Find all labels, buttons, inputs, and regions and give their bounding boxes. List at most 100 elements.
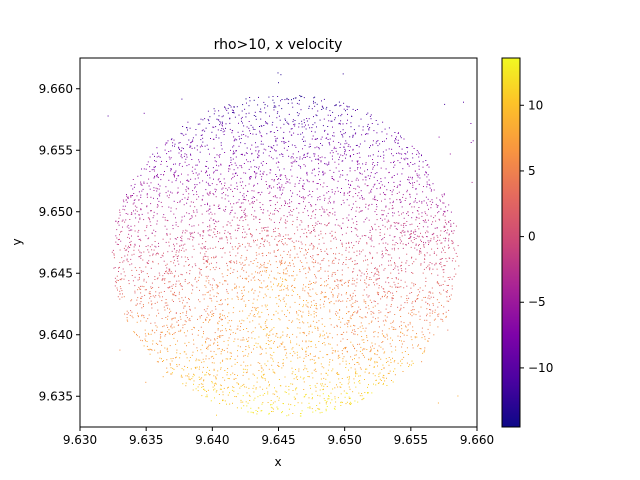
data-point xyxy=(268,242,270,244)
data-point xyxy=(401,148,403,150)
data-point xyxy=(315,410,317,412)
data-point xyxy=(430,238,432,240)
data-point xyxy=(406,330,408,332)
data-point xyxy=(131,275,133,276)
data-point xyxy=(163,306,165,308)
data-point xyxy=(205,310,207,312)
data-point xyxy=(250,166,252,168)
data-point xyxy=(186,302,188,304)
data-point xyxy=(171,327,173,329)
data-point xyxy=(246,341,248,342)
data-point xyxy=(319,199,321,201)
data-point xyxy=(199,123,201,125)
data-point xyxy=(389,343,391,345)
data-point xyxy=(423,245,425,247)
data-point xyxy=(227,292,229,294)
data-point xyxy=(415,301,416,303)
data-point xyxy=(312,397,313,399)
data-point xyxy=(207,261,209,263)
data-point xyxy=(448,204,450,206)
data-point xyxy=(382,341,384,342)
data-point xyxy=(315,307,317,309)
data-point xyxy=(214,339,216,341)
data-point xyxy=(290,249,292,251)
data-point xyxy=(248,347,250,349)
data-point xyxy=(308,397,310,399)
data-point xyxy=(253,348,254,350)
data-point xyxy=(193,326,195,328)
data-point xyxy=(406,147,408,148)
data-point xyxy=(292,371,294,373)
data-point xyxy=(220,142,222,144)
data-point xyxy=(325,408,327,410)
data-point xyxy=(115,241,117,243)
data-point xyxy=(416,336,418,338)
data-point xyxy=(335,167,337,169)
data-point xyxy=(187,257,189,259)
data-point xyxy=(258,272,260,274)
data-point xyxy=(180,273,182,275)
data-point xyxy=(281,192,283,194)
data-point xyxy=(245,152,247,154)
data-point xyxy=(315,222,317,224)
data-point xyxy=(145,235,147,237)
data-point xyxy=(396,222,398,224)
data-point xyxy=(251,310,253,312)
data-point xyxy=(123,260,125,262)
data-point xyxy=(193,225,195,227)
data-point xyxy=(139,267,141,269)
data-point xyxy=(277,312,279,314)
data-point xyxy=(275,174,277,175)
data-point xyxy=(129,264,131,266)
data-point xyxy=(401,173,403,175)
data-point xyxy=(392,239,394,241)
data-point xyxy=(260,108,262,110)
data-point xyxy=(347,219,349,221)
data-point xyxy=(261,371,263,373)
data-point xyxy=(262,161,264,162)
data-point xyxy=(417,176,419,178)
data-point xyxy=(132,179,134,180)
data-point xyxy=(312,377,314,379)
data-point xyxy=(308,118,310,120)
data-point xyxy=(251,273,253,275)
data-point xyxy=(324,291,326,293)
data-point xyxy=(172,142,174,144)
data-point xyxy=(218,165,220,167)
data-point xyxy=(414,170,416,172)
data-point xyxy=(319,222,321,224)
data-point xyxy=(114,277,116,279)
data-point xyxy=(190,368,192,370)
data-point xyxy=(434,215,436,217)
data-point xyxy=(269,334,271,336)
data-point xyxy=(322,259,324,261)
data-point xyxy=(122,268,124,270)
data-point xyxy=(443,226,445,228)
data-point xyxy=(117,244,119,245)
data-point xyxy=(209,344,211,346)
data-point xyxy=(187,283,189,285)
chart-title: rho>10, x velocity xyxy=(214,37,343,53)
data-point xyxy=(265,121,266,123)
data-point xyxy=(130,240,132,242)
data-point xyxy=(451,278,453,280)
data-point xyxy=(184,280,186,282)
data-point xyxy=(164,302,166,304)
data-point xyxy=(291,240,293,242)
data-point xyxy=(231,365,233,367)
data-point xyxy=(428,179,430,181)
data-point xyxy=(373,331,375,333)
data-point xyxy=(450,225,452,227)
data-point xyxy=(282,298,284,300)
data-point xyxy=(269,252,271,254)
data-point xyxy=(307,355,309,356)
data-point xyxy=(225,328,227,330)
data-point xyxy=(333,238,335,240)
data-point xyxy=(233,269,235,271)
data-point xyxy=(247,402,249,404)
data-point xyxy=(261,136,263,138)
data-point xyxy=(293,265,295,267)
data-point xyxy=(209,290,211,292)
data-point xyxy=(356,221,358,223)
data-point xyxy=(201,144,203,146)
